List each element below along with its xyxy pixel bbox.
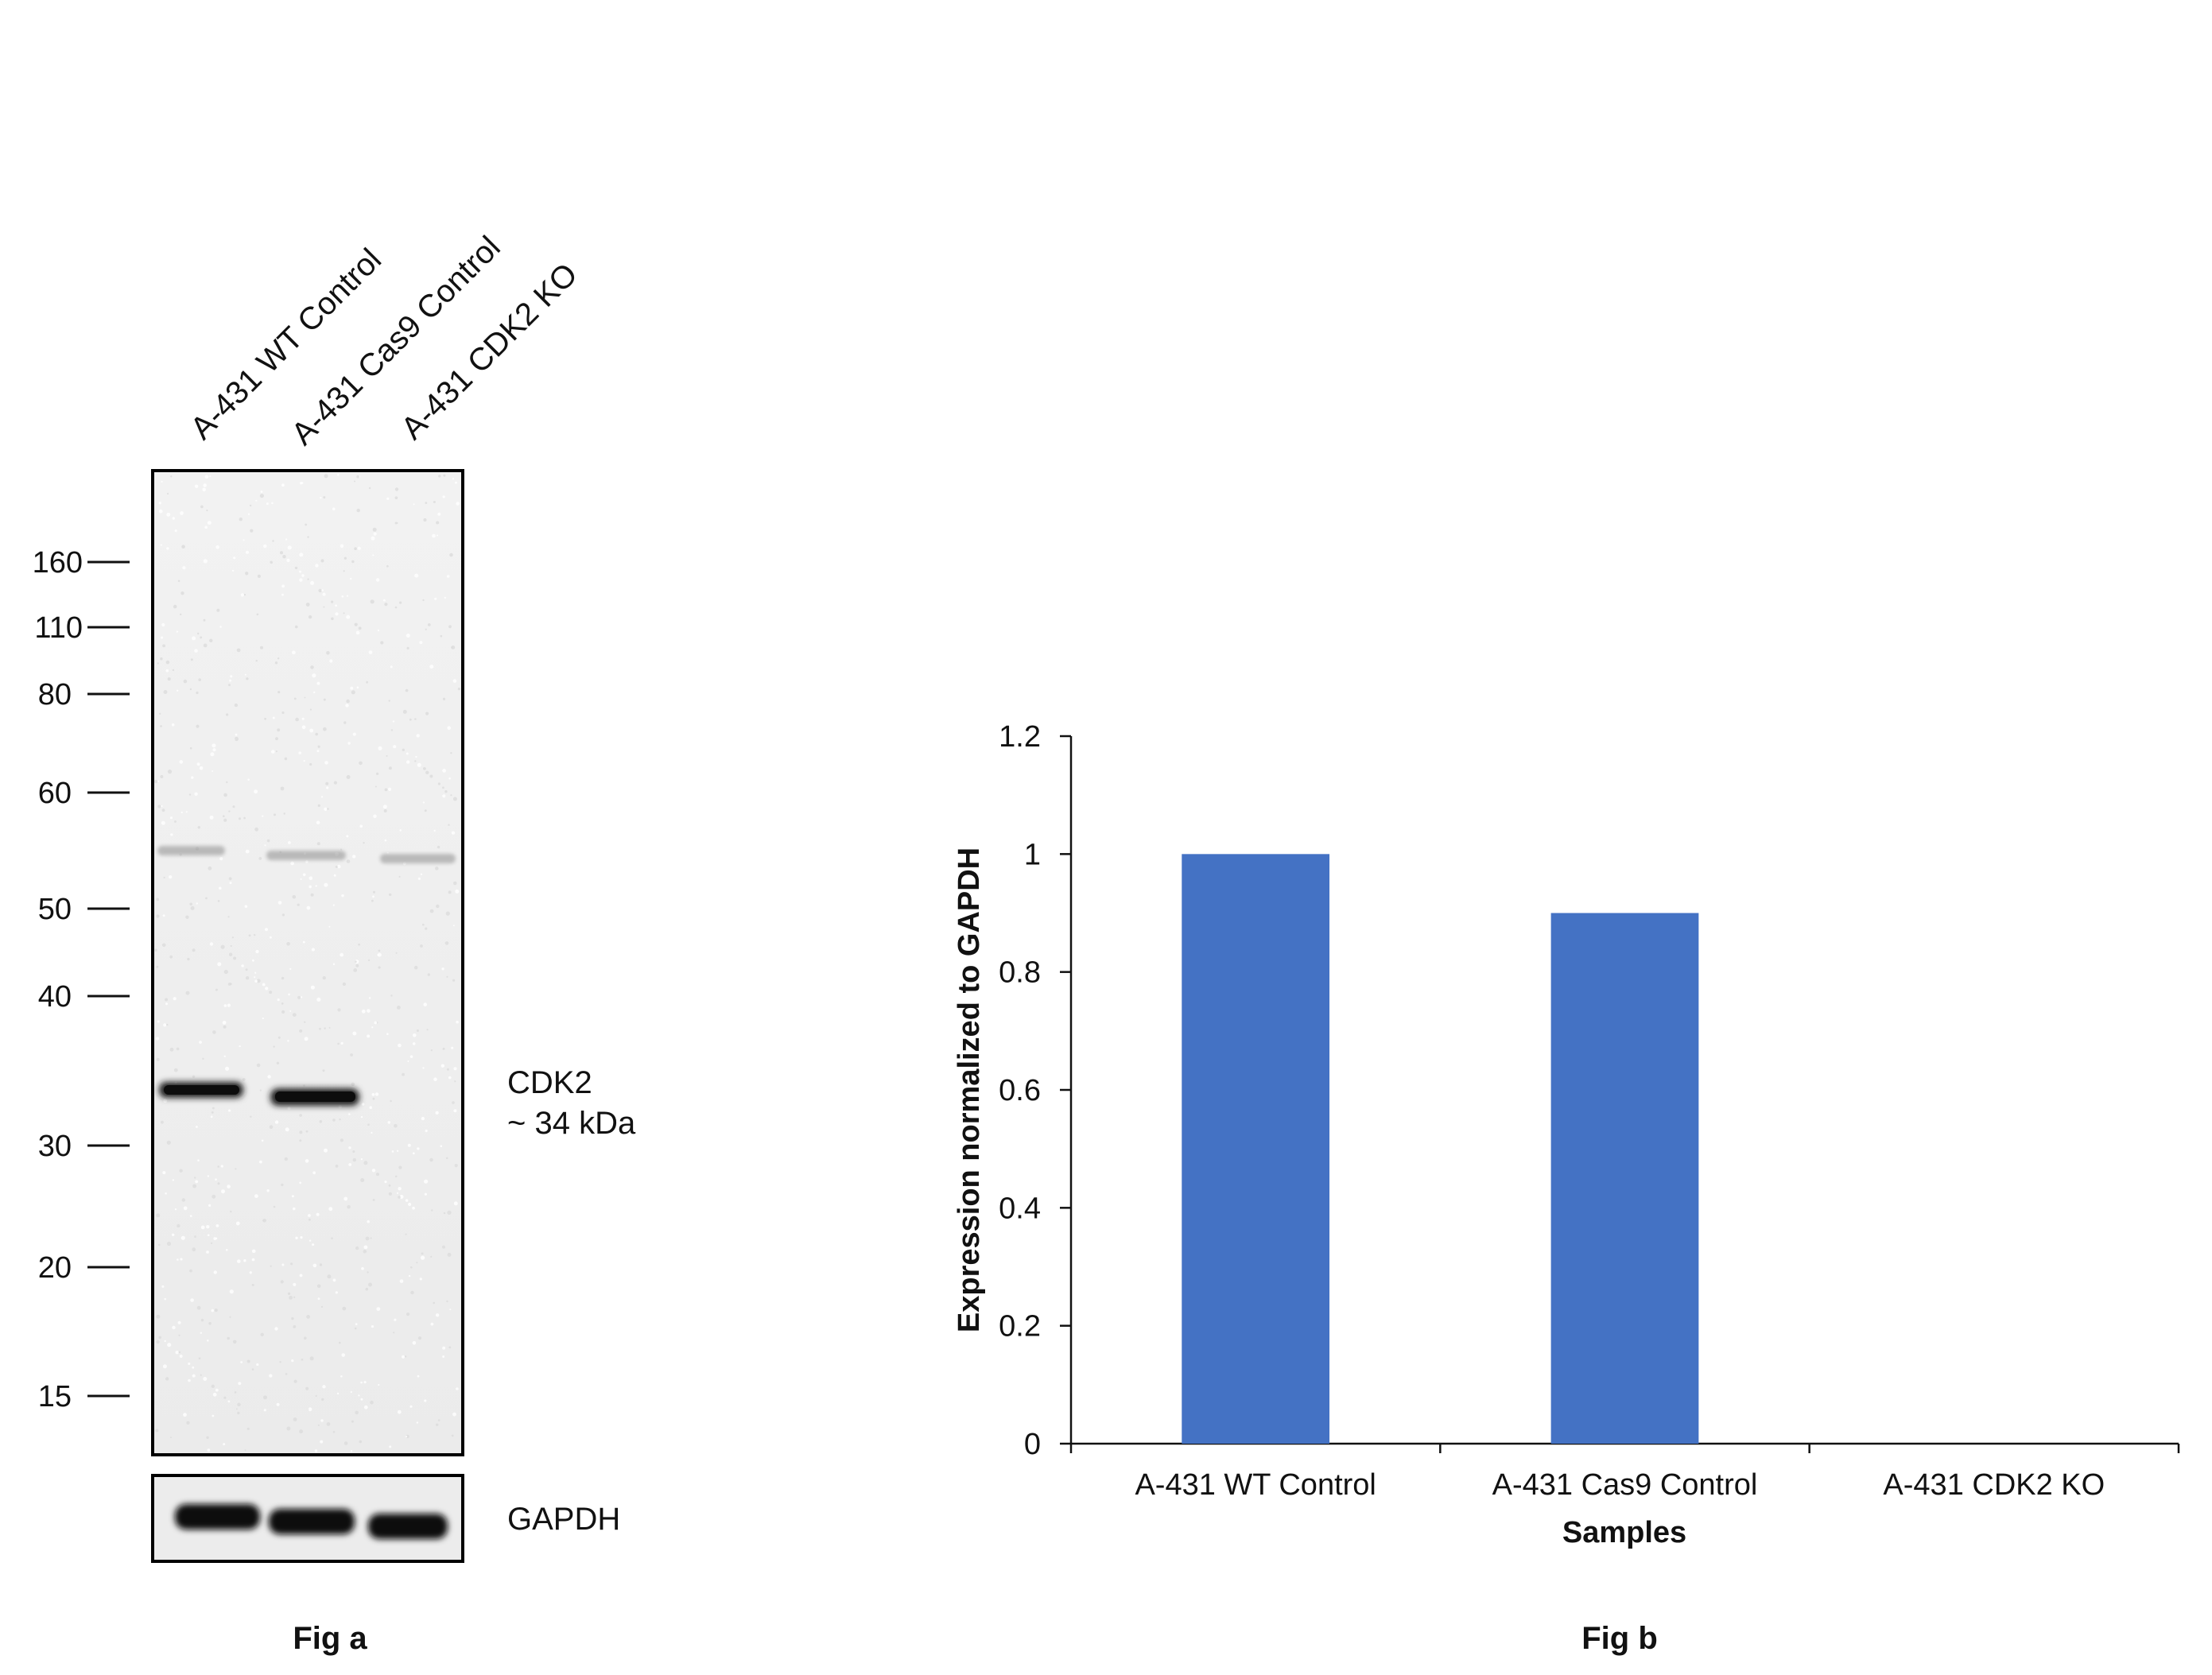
lane-label: A-431 WT Control: [184, 242, 388, 446]
x-axis-ticks: A-431 WT Control A-431 Cas9 Control A-431 …: [1069, 1444, 2180, 1502]
mw-marker-label: 110: [34, 611, 83, 645]
bar: [1182, 854, 1330, 1444]
western-blot-panel: A-431 WT Control A-431 Cas9 Control A-43…: [33, 230, 636, 1656]
x-tick-label: A-431 Cas9 Control: [1492, 1468, 1758, 1502]
y-tick-label: 0: [1024, 1428, 1041, 1461]
figure-caption: Fig a: [293, 1621, 367, 1656]
mw-marker-label: 160: [33, 546, 83, 580]
blot-texture: [154, 473, 461, 1452]
y-tick-label: 1: [1024, 838, 1041, 871]
mw-marker-label: 80: [38, 678, 72, 711]
nonspecific-band: [157, 846, 456, 863]
mw-marker-label: 60: [38, 777, 72, 810]
bar-series: [1182, 854, 1699, 1444]
bar-chart-panel: 00.20.40.60.811.2 A-431 WT Control A-431 …: [953, 720, 2180, 1656]
bar: [1550, 913, 1699, 1444]
mw-marker-ladder: 160 110 80 60 50 40 30 20 15: [33, 546, 130, 1413]
cdk2-band: [159, 1082, 359, 1106]
lane-label: A-431 CDK2 KO: [394, 257, 584, 447]
target-protein-label: CDK2: [507, 1065, 592, 1100]
x-tick-label: A-431 WT Control: [1135, 1468, 1376, 1502]
y-tick-label: 0.4: [999, 1192, 1041, 1225]
target-protein-size: ~ 34 kDa: [507, 1106, 636, 1141]
mw-marker-label: 30: [38, 1130, 72, 1163]
figure-caption: Fig b: [1581, 1621, 1658, 1656]
y-tick-label: 1.2: [999, 720, 1041, 754]
y-tick-label: 0.8: [999, 956, 1041, 990]
gapdh-band: [175, 1504, 448, 1539]
y-tick-label: 0.6: [999, 1074, 1041, 1107]
x-axis-title: Samples: [1562, 1516, 1686, 1549]
x-tick-label: A-431 CDK2 KO: [1883, 1468, 2105, 1502]
loading-control-label: GAPDH: [507, 1502, 620, 1537]
mw-marker-label: 40: [38, 980, 72, 1014]
blot-membrane: [151, 469, 464, 1456]
y-axis-ticks: 0 0.2 0.4 0.6 0.8 1 1.2: [999, 720, 1071, 1461]
mw-marker-label: 20: [38, 1251, 72, 1285]
y-axis-title: Expression normalized to GAPDH: [953, 847, 986, 1332]
mw-marker-label: 15: [38, 1380, 72, 1413]
y-tick-label: 0.2: [999, 1310, 1041, 1343]
mw-marker-label: 50: [38, 893, 72, 926]
lane-label: A-431 Cas9 Control: [285, 230, 507, 452]
